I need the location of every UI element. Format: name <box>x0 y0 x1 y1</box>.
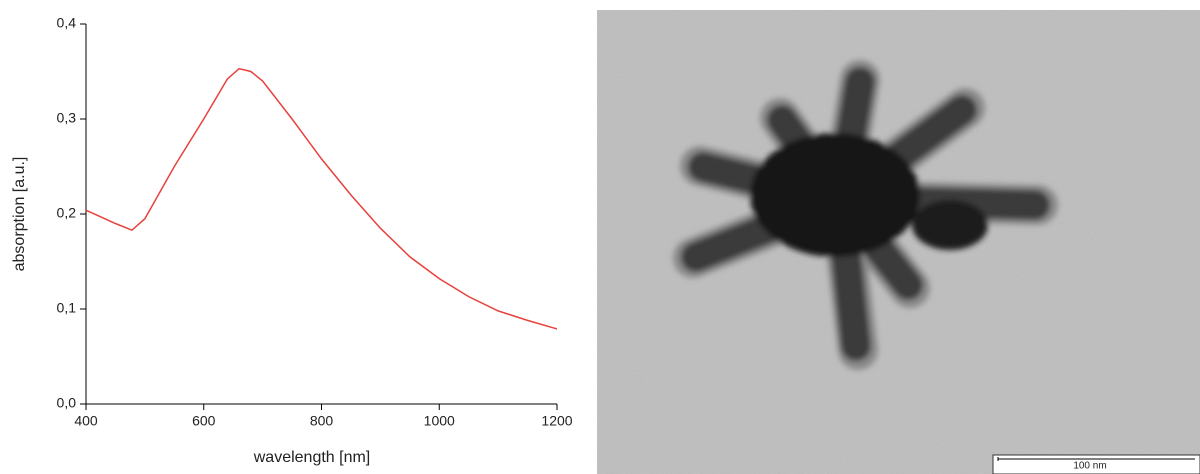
x-axis-title: wavelength [nm] <box>253 449 371 466</box>
y-tick-label: 0,0 <box>57 395 77 411</box>
x-tick-label: 1000 <box>424 413 455 429</box>
y-axis-title: absorption [a.u.] <box>11 157 28 272</box>
x-tick-label: 600 <box>192 413 216 429</box>
micrograph: 100 nm <box>597 10 1200 474</box>
x-tick-label: 800 <box>310 413 334 429</box>
spectrum-line <box>85 67 558 330</box>
scale-bar-label: 100 nm <box>1073 461 1106 472</box>
y-tick-label: 0,4 <box>57 15 77 31</box>
x-tick-label: 400 <box>74 413 98 429</box>
y-tick-label: 0,3 <box>57 110 77 126</box>
x-tick-label: 1200 <box>541 413 572 429</box>
y-tick-label: 0,1 <box>57 300 77 316</box>
y-tick-label: 0,2 <box>57 205 77 221</box>
